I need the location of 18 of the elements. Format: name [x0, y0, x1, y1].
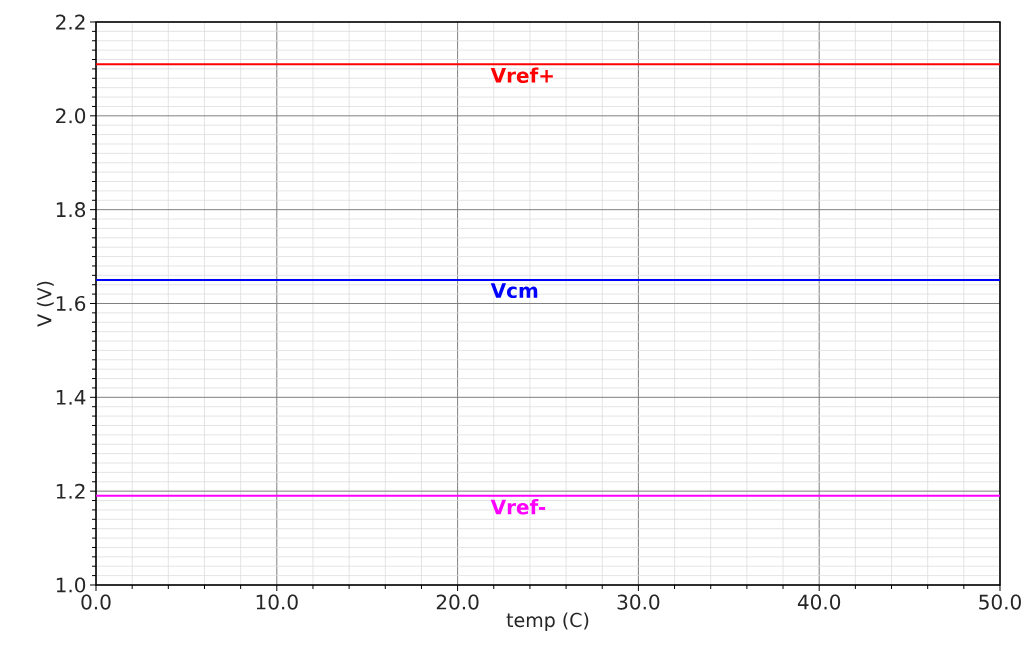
y-tick-label: 1.0 — [56, 577, 86, 593]
series-label: Vref+ — [490, 67, 553, 83]
y-tick-label: 2.2 — [56, 14, 85, 30]
x-tick-label: 40.0 — [797, 594, 841, 610]
x-tick-label: 0.0 — [81, 594, 111, 610]
y-tick-label: 1.4 — [56, 390, 86, 405]
y-tick-label: 1.8 — [56, 202, 86, 218]
x-tick-label: 20.0 — [436, 594, 479, 610]
x-axis-title: temp (C) — [506, 612, 589, 631]
x-tick-label: 30.0 — [617, 594, 660, 610]
y-axis-title: V (V) — [36, 281, 54, 327]
series-label: Vref- — [490, 499, 546, 515]
x-tick-label: 50.0 — [979, 594, 1021, 610]
y-tick-label: 2.0 — [56, 108, 86, 124]
y-tick-label: 1.2 — [56, 483, 85, 499]
series-label: Vcm — [490, 283, 538, 299]
x-tick-label: 10.0 — [256, 594, 298, 610]
y-tick-label: 1.6 — [56, 295, 86, 312]
